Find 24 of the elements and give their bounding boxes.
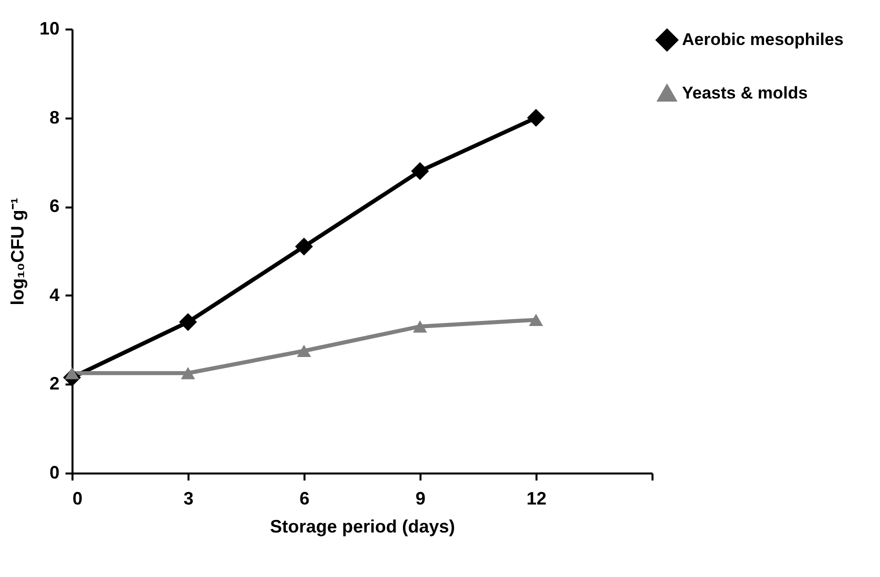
x-tick-label: 12	[526, 488, 547, 508]
y-tick-label: 10	[39, 18, 60, 38]
point	[295, 238, 313, 256]
y-tick-label: 2	[49, 374, 60, 394]
point	[412, 320, 428, 333]
x-tick-label: 6	[299, 488, 310, 508]
point	[296, 344, 312, 358]
y-tick-label: 0	[49, 462, 60, 482]
point	[411, 162, 429, 180]
point	[527, 108, 545, 127]
x-tick-label: 0	[72, 488, 83, 508]
y-tick-label: 6	[49, 196, 60, 216]
point	[528, 314, 544, 326]
y-tick-label: 8	[49, 107, 60, 128]
point	[64, 366, 80, 380]
legend-label: Aerobic mesophiles	[682, 30, 844, 49]
point	[179, 313, 197, 331]
x-axis-title: Storage period (days)	[270, 516, 456, 536]
y-axis-title: log₁₀CFU g⁻¹	[7, 198, 28, 306]
x-tick-label: 3	[183, 488, 194, 508]
legend-label: Yeasts & molds	[682, 84, 808, 102]
point	[180, 366, 196, 380]
y-tick-label: 4	[49, 284, 60, 305]
x-tick-label: 9	[415, 488, 426, 508]
